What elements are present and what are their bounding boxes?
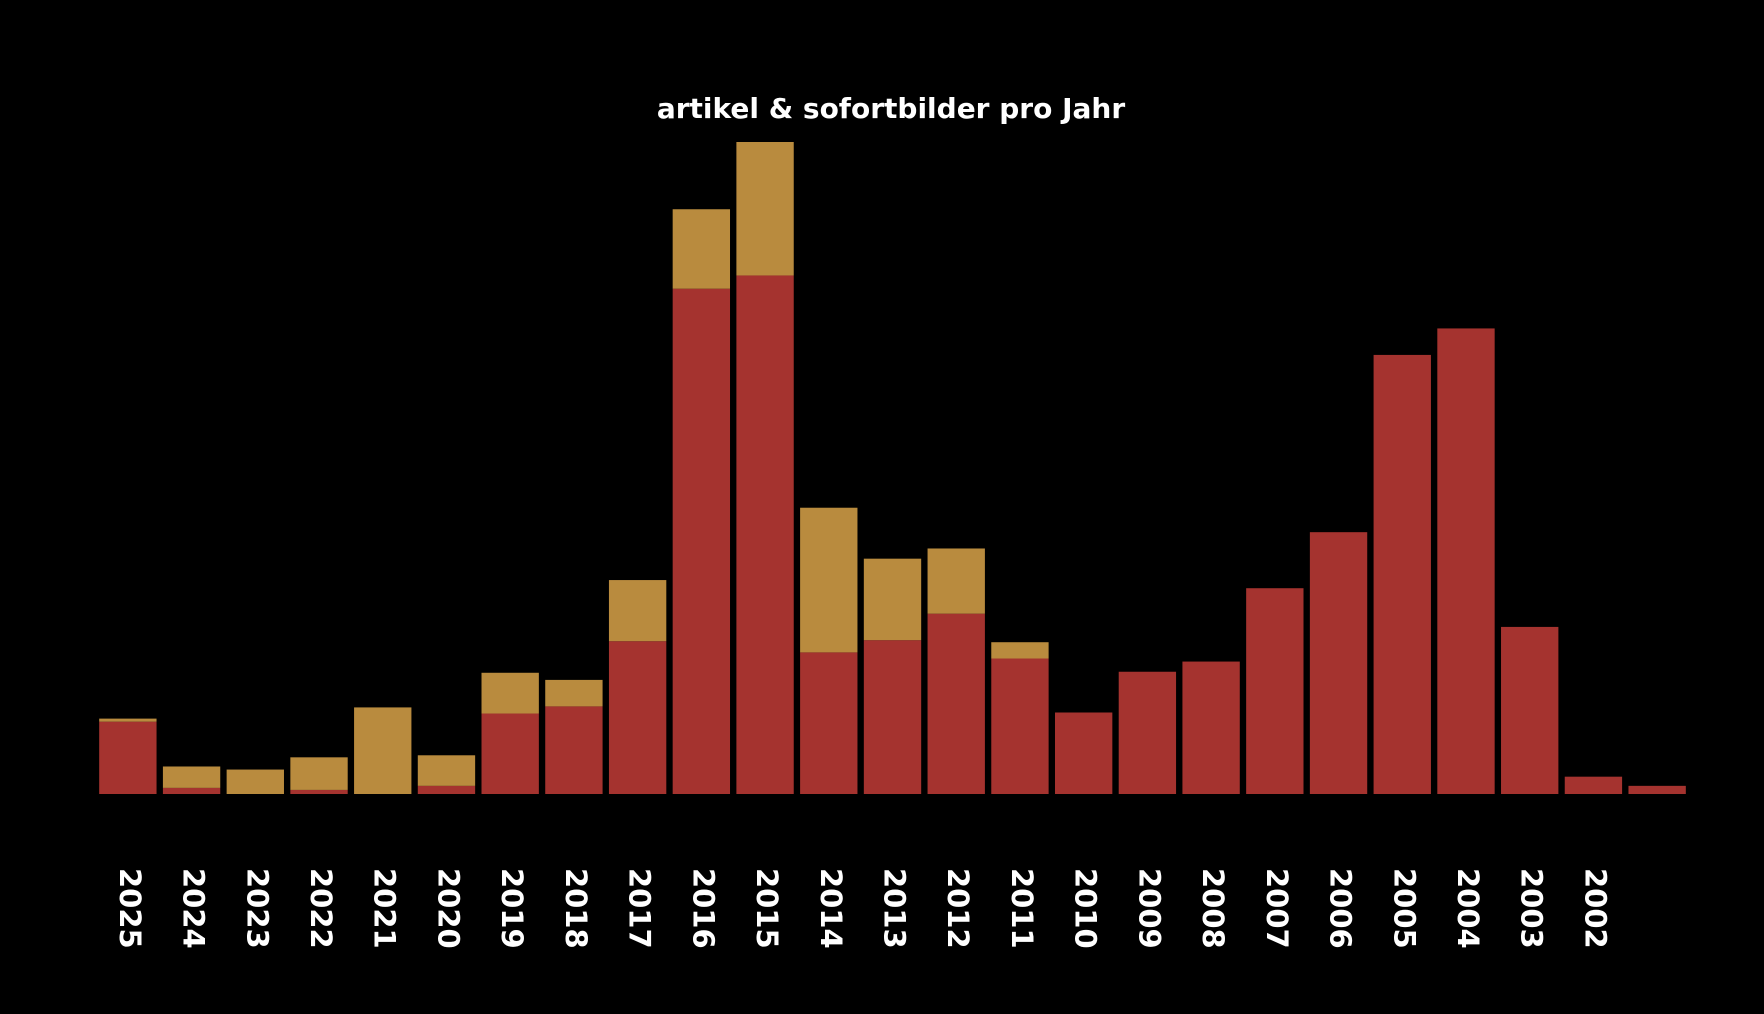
bar-unlabeled-series-0 (1628, 785, 1686, 794)
bar-2018-series-0 (545, 706, 603, 794)
bar-2022-series-1 (290, 757, 348, 790)
bar-2011-series-0 (991, 658, 1049, 794)
tick-label-2018: 2018 (559, 868, 593, 949)
bar-2019-series-0 (481, 713, 539, 794)
bar-2025-series-1 (99, 718, 157, 722)
bar-2015-series-1 (736, 142, 794, 276)
bar-2018-series-1 (545, 679, 603, 707)
bar-2013-series-1 (863, 558, 922, 641)
chart-title: artikel & sofortbilder pro Jahr (657, 92, 1125, 125)
bar-2019-series-1 (481, 672, 539, 714)
bar-2002-series-0 (1564, 776, 1623, 794)
bars-group (99, 142, 1686, 795)
bar-2020-series-0 (417, 785, 476, 794)
bar-2012-series-1 (927, 548, 985, 614)
tick-label-2021: 2021 (368, 868, 402, 949)
bar-2011-series-1 (991, 642, 1049, 659)
tick-label-2006: 2006 (1324, 868, 1358, 949)
bar-2010-series-0 (1054, 712, 1113, 794)
bar-2009-series-0 (1118, 671, 1177, 794)
tick-label-2023: 2023 (240, 868, 274, 949)
bar-2017-series-1 (608, 580, 667, 642)
tick-label-2025: 2025 (113, 868, 147, 949)
tick-label-2002: 2002 (1578, 868, 1612, 949)
tick-label-2015: 2015 (750, 868, 784, 949)
bar-2016-series-0 (672, 288, 731, 794)
bar-2003-series-0 (1501, 626, 1559, 794)
tick-label-2024: 2024 (177, 868, 211, 949)
tick-label-2011: 2011 (1005, 868, 1039, 949)
tick-label-2007: 2007 (1260, 868, 1294, 949)
tick-label-2009: 2009 (1132, 868, 1166, 949)
bar-2004-series-0 (1437, 328, 1495, 794)
tick-label-2008: 2008 (1196, 868, 1230, 949)
tick-label-2013: 2013 (878, 868, 912, 949)
tick-label-2014: 2014 (814, 868, 848, 949)
bar-2022-series-0 (290, 789, 348, 794)
bar-2017-series-0 (608, 641, 667, 794)
bar-2014-series-0 (800, 652, 858, 794)
bar-2006-series-0 (1309, 532, 1368, 794)
bar-2023-series-1 (226, 769, 284, 794)
tick-label-2017: 2017 (623, 868, 657, 949)
tick-label-2005: 2005 (1387, 868, 1421, 949)
tick-label-2020: 2020 (431, 868, 465, 949)
bar-2025-series-0 (99, 721, 157, 794)
tick-label-2019: 2019 (495, 868, 529, 949)
bar-2005-series-0 (1373, 354, 1431, 794)
tick-label-2016: 2016 (686, 868, 720, 949)
bar-2021-series-1 (354, 707, 412, 794)
bar-2013-series-0 (863, 640, 922, 794)
bar-2012-series-0 (927, 613, 985, 794)
bar-2024-series-0 (162, 787, 221, 794)
bar-2015-series-0 (736, 275, 794, 795)
tick-labels-group: 2025 2024 2023 2022 2021 2020 2019 2018 2017 2016… (113, 868, 1613, 949)
bar-2024-series-1 (162, 766, 221, 788)
tick-label-2010: 2010 (1069, 868, 1103, 949)
tick-label-2004: 2004 (1451, 868, 1485, 949)
bar-2020-series-1 (417, 755, 476, 786)
bar-2014-series-1 (800, 507, 858, 653)
tick-label-2022: 2022 (304, 868, 338, 949)
bar-2007-series-0 (1246, 588, 1304, 794)
tick-label-2012: 2012 (941, 868, 975, 949)
bar-2008-series-0 (1182, 661, 1240, 794)
tick-label-2003: 2003 (1515, 868, 1549, 949)
bar-2016-series-1 (672, 209, 731, 289)
